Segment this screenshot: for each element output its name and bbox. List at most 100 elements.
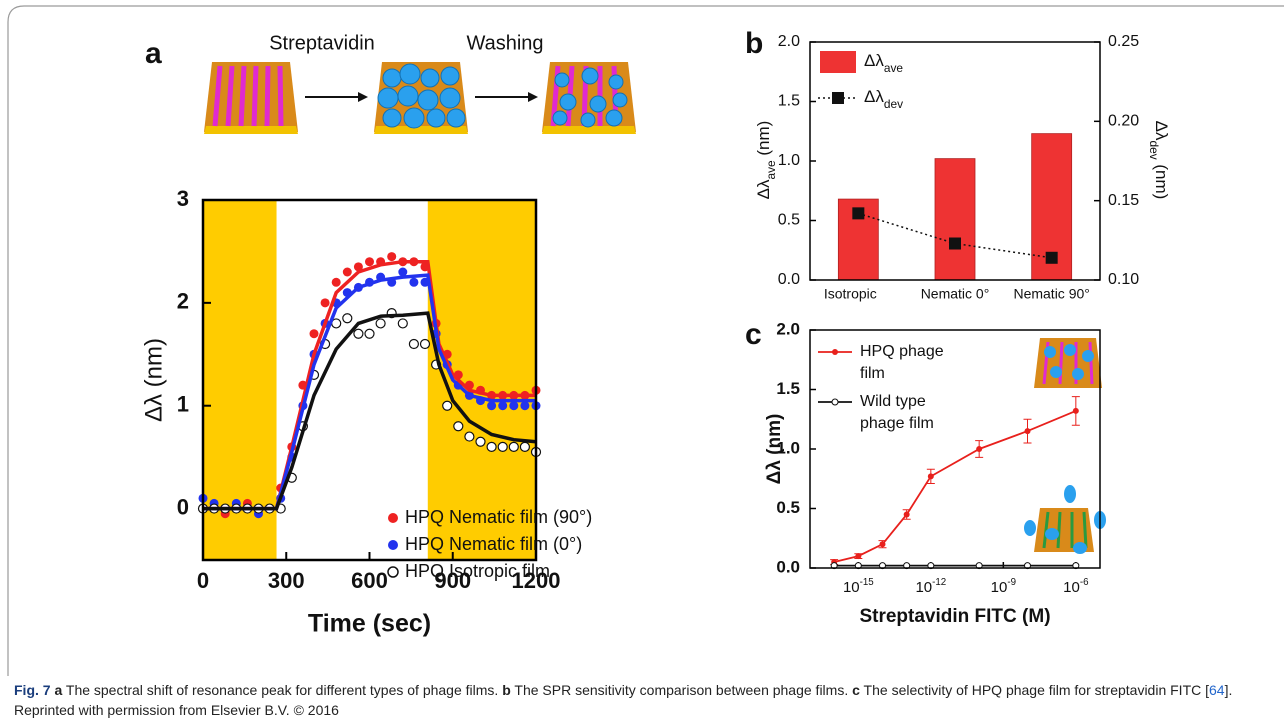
legend-label: film xyxy=(860,365,885,382)
y-tick-label: 1.0 xyxy=(776,438,800,457)
data-point xyxy=(509,401,519,411)
y-axis-label-sub: ave xyxy=(764,160,778,180)
legend-marker xyxy=(832,349,838,355)
data-point xyxy=(320,298,330,308)
legend-label: HPQ Isotropic film xyxy=(405,561,550,581)
caption-text: c xyxy=(852,682,860,698)
data-point xyxy=(453,421,464,432)
y-tick-label: 1 xyxy=(177,392,189,417)
legend-label-sub: ave xyxy=(884,61,904,75)
y-tick-label: 0.5 xyxy=(778,212,800,229)
data-point xyxy=(927,473,934,480)
data-point xyxy=(408,338,419,350)
illustration xyxy=(1024,338,1106,554)
fit-line xyxy=(203,311,537,511)
y-tick-label: 2.0 xyxy=(776,319,800,338)
data-point xyxy=(487,401,497,411)
x-axis-label: Time (sec) xyxy=(308,610,431,638)
data-point xyxy=(353,328,364,339)
legend-label: Δλave xyxy=(864,51,903,75)
legend-marker xyxy=(832,92,844,104)
legend-marker xyxy=(388,513,398,523)
y-axis-label-main: Δλ xyxy=(754,179,773,199)
y-axis-label: Δλ (nm) xyxy=(764,414,785,485)
data-point xyxy=(486,441,497,452)
caption-text: a xyxy=(54,682,63,698)
legend-label: Wild type xyxy=(860,393,926,410)
fit-line xyxy=(203,273,536,511)
data-point xyxy=(519,441,531,452)
data-point xyxy=(409,277,419,287)
data-point xyxy=(855,553,862,560)
x-tick-label: 600 xyxy=(351,568,388,593)
x-tick-label: 10-9 xyxy=(991,577,1016,596)
caption-text: b xyxy=(502,682,511,698)
x-tick-base: 10 xyxy=(915,579,932,596)
y-tick-label: 0.5 xyxy=(776,498,800,517)
y-tick-label: 0 xyxy=(177,494,189,519)
x-tick-label: 0 xyxy=(197,568,209,593)
data-point xyxy=(342,267,352,277)
figure-border xyxy=(7,5,1284,676)
y-tick-label: 2.0 xyxy=(778,33,800,50)
y2-tick-label: 0.10 xyxy=(1108,271,1139,288)
y-axis-label-unit: (nm) xyxy=(754,121,773,161)
x-tick-label: 1200 xyxy=(512,568,561,593)
citation-link[interactable]: 64 xyxy=(1209,682,1225,698)
panel-letter: a xyxy=(145,37,162,70)
x-tick-base: 10 xyxy=(843,579,860,596)
dev-marker xyxy=(1045,251,1058,264)
data-point xyxy=(397,318,408,329)
legend-marker xyxy=(820,51,856,73)
legend-label: phage film xyxy=(860,415,934,432)
y-axis-label: Δλ (nm) xyxy=(140,338,167,422)
x-tick-label: 300 xyxy=(268,568,305,593)
x-tick-label: 900 xyxy=(434,568,471,593)
caption-text: The selectivity of HPQ phage film for st… xyxy=(859,682,1210,698)
data-point xyxy=(1024,428,1031,435)
y2-tick-label: 0.15 xyxy=(1108,192,1139,209)
data-point xyxy=(309,329,319,339)
legend-label: HPQ phage xyxy=(860,343,944,360)
dev-marker xyxy=(852,207,865,220)
data-point xyxy=(398,267,408,277)
x-tick-label: Nematic 0° xyxy=(921,286,990,302)
x-tick-label: 10-6 xyxy=(1063,577,1088,596)
data-point xyxy=(520,401,530,411)
data-point xyxy=(508,441,519,452)
caption-text: The spectral shift of resonance peak for… xyxy=(62,682,503,698)
y2-axis-label-main: Δλ xyxy=(1152,121,1171,141)
x-tick-base: 10 xyxy=(991,579,1008,596)
legend-label: HPQ Nematic film (0°) xyxy=(405,534,582,554)
data-point xyxy=(419,338,431,350)
data-point xyxy=(365,257,374,267)
legend-label: Δλdev xyxy=(864,87,903,111)
data-point xyxy=(475,436,486,447)
data-point xyxy=(903,511,910,518)
annotation: Streptavidin xyxy=(269,32,375,54)
caption: Fig. 7 a The spectral shift of resonance… xyxy=(14,680,1264,720)
y2-axis-label: Δλdev (nm) xyxy=(1147,121,1171,200)
data-point xyxy=(442,400,453,411)
data-point xyxy=(387,252,397,262)
data-point xyxy=(497,441,508,452)
y-tick-label: 1.5 xyxy=(776,379,800,398)
data-point xyxy=(364,328,375,339)
caption-text: The SPR sensitivity comparison between p… xyxy=(510,682,853,698)
x-tick-exponent: -9 xyxy=(1007,577,1016,588)
data-point xyxy=(976,446,983,452)
plot-frame xyxy=(201,198,538,562)
x-axis-label: Streptavidin FITC (M) xyxy=(859,606,1050,627)
data-point xyxy=(498,401,508,411)
data-point xyxy=(342,313,353,324)
annotation: Washing xyxy=(466,32,543,54)
y-tick-label: 0.0 xyxy=(776,557,800,576)
y2-axis-label-unit: (nm) xyxy=(1152,160,1171,200)
x-tick-exponent: -6 xyxy=(1080,577,1089,588)
y-tick-label: 2 xyxy=(177,289,189,314)
figure: 0 300 600 900 1200 0 1 2 3 HPQ Nematic film (90°)… xyxy=(7,5,1284,676)
y2-tick-label: 0.20 xyxy=(1108,113,1139,130)
x-tick-label: Nematic 90° xyxy=(1013,286,1089,302)
plot-frame xyxy=(809,41,1101,281)
data-point xyxy=(879,541,886,548)
